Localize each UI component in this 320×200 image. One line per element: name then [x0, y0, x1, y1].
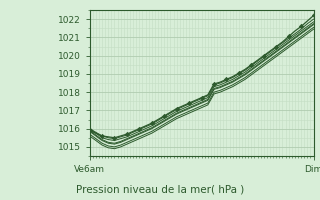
Text: Pression niveau de la mer( hPa ): Pression niveau de la mer( hPa ): [76, 184, 244, 194]
